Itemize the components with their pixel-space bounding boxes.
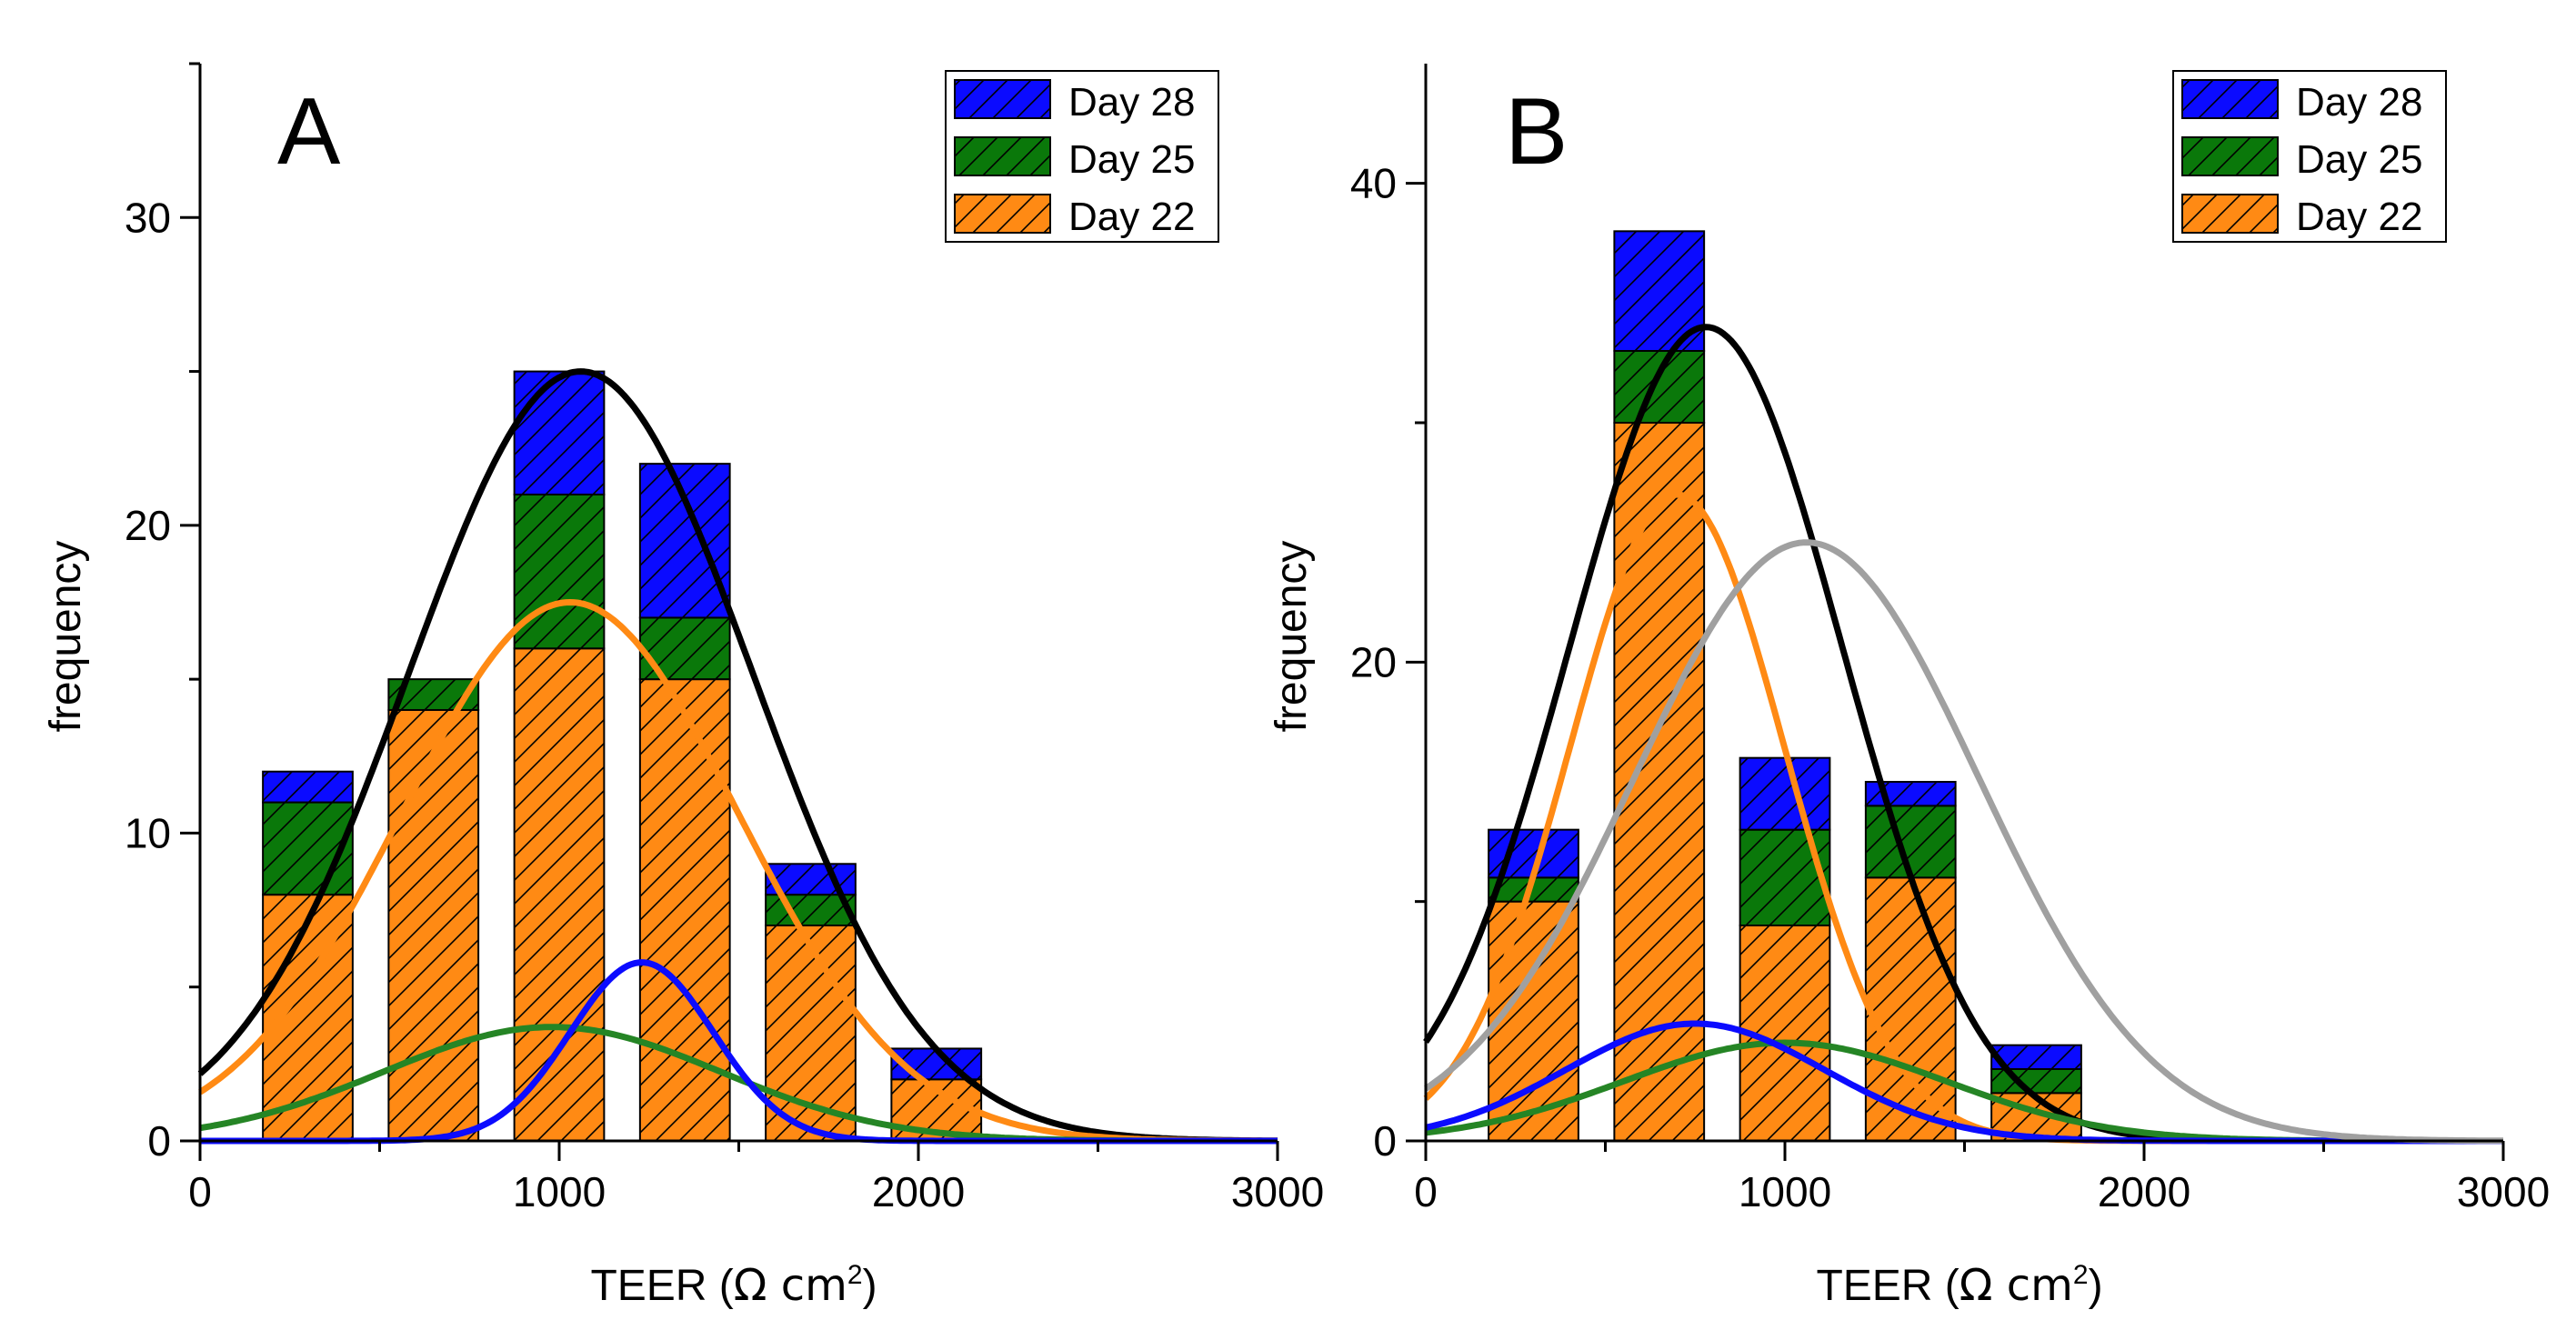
panel-a-x-title-sup: 2	[847, 1260, 863, 1290]
panel-a: A frequency TEER (Ω cm2) 0 1000 2000 3000 0 1…	[42, 62, 1324, 1311]
panel-a-x-title-unit: Ω cm	[734, 1260, 847, 1311]
panel-b-x-title-close: )	[2089, 1262, 2103, 1310]
panel-a-day25-fit-curve	[199, 1024, 1278, 1145]
panel-b-x-axis-title: TEER (Ω cm2)	[1816, 1260, 2102, 1311]
panel-b-y-axis-title: frequency	[1268, 541, 1316, 733]
panel-b-label: B	[1505, 79, 1568, 185]
panel-b-x-tick-0: 0	[1414, 1168, 1438, 1215]
panel-b-x-tick-3000: 3000	[2457, 1168, 2550, 1215]
panel-b: B frequency TEER (Ω cm2) 0 1000 2000 3000 0 2…	[1268, 64, 2550, 1311]
panel-a-total-fit-curve	[197, 368, 1278, 1145]
panel-a-y-tick-10: 10	[125, 809, 171, 856]
panel-b-total-fit-curve	[1423, 324, 2503, 1145]
panel-b-y-tick-20: 20	[1350, 638, 1397, 685]
panel-b-x-title-sup: 2	[2073, 1260, 2089, 1290]
panel-a-x-tick-3000: 3000	[1231, 1168, 1324, 1215]
panel-b-legend: Day 28 Day 25 Day 22	[2172, 70, 2447, 243]
panel-a-legend-label-day25: Day 25	[1068, 137, 1195, 182]
panel-a-label: A	[277, 79, 341, 185]
panel-b-x-tick-2000: 2000	[2098, 1168, 2190, 1215]
panel-a-day28-fit-curve	[200, 959, 1278, 1145]
panel-b-legend-label-day25: Day 25	[2296, 137, 2422, 182]
panel-b-legend-label-day28: Day 28	[2296, 80, 2422, 125]
panel-a-y-axis-title: frequency	[42, 541, 90, 733]
panel-b-reference-fit-curve	[1424, 539, 2503, 1145]
panel-b-legend-label-day22: Day 22	[2296, 195, 2422, 239]
panel-a-y-tick-0: 0	[147, 1117, 171, 1165]
panel-a-x-tick-0: 0	[188, 1168, 212, 1215]
panel-a-x-tick-2000: 2000	[872, 1168, 965, 1215]
panel-a-legend: Day 28 Day 25 Day 22	[945, 70, 1219, 243]
panel-a-x-axis-title: TEER (Ω cm2)	[590, 1260, 877, 1311]
panel-a-legend-label-day22: Day 22	[1068, 195, 1195, 239]
panel-a-x-title-close: )	[863, 1262, 877, 1310]
panel-b-x-title-main: TEER (	[1816, 1262, 1959, 1310]
panel-a-y-tick-30: 30	[125, 194, 171, 241]
panel-b-y-tick-40: 40	[1350, 160, 1397, 207]
panel-a-x-title-main: TEER (	[590, 1262, 733, 1310]
panel-b-x-tick-1000: 1000	[1739, 1168, 1831, 1215]
panel-a-legend-label-day28: Day 28	[1068, 80, 1195, 125]
panel-a-y-tick-20: 20	[125, 502, 171, 549]
panel-b-y-tick-0: 0	[1373, 1117, 1397, 1165]
panel-a-day22-fit-curve	[198, 599, 1278, 1145]
panel-b-x-title-unit: Ω cm	[1960, 1260, 2073, 1311]
panel-a-x-tick-1000: 1000	[513, 1168, 606, 1215]
